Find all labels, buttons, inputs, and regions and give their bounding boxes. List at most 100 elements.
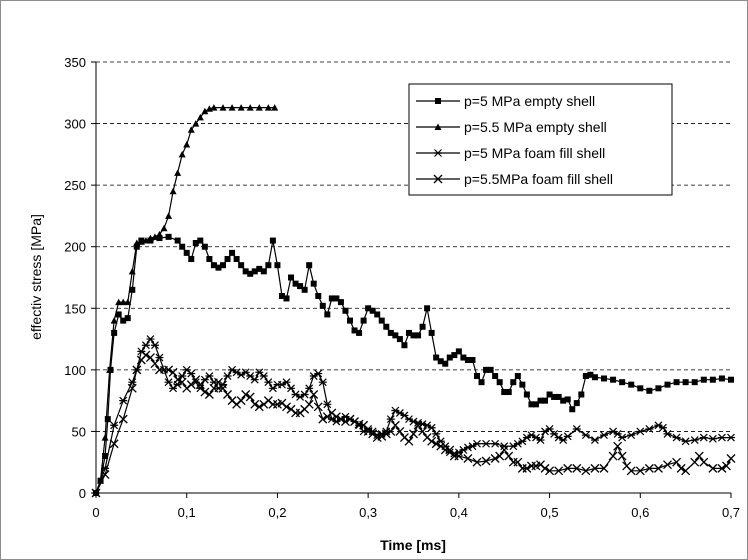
data-point <box>111 329 118 336</box>
series-layer <box>91 104 736 498</box>
data-point <box>463 454 473 463</box>
legend-label: p=5.5MPa foam fill shell <box>464 171 613 187</box>
data-point <box>478 379 485 386</box>
data-point <box>297 283 304 290</box>
data-point <box>264 378 273 387</box>
data-point <box>491 439 500 448</box>
data-point <box>554 466 564 476</box>
data-point <box>347 317 353 324</box>
data-point <box>305 384 314 393</box>
data-point <box>663 429 672 438</box>
data-point <box>482 439 491 448</box>
legend-entry: p=5.5 MPa empty shell <box>416 119 607 135</box>
series-2 <box>92 104 279 496</box>
data-point <box>728 376 734 383</box>
data-point <box>428 329 435 336</box>
data-point <box>504 451 514 461</box>
data-point <box>600 431 608 440</box>
data-point <box>102 453 109 460</box>
data-point <box>274 262 281 269</box>
data-point <box>328 295 335 302</box>
data-point <box>700 376 707 383</box>
data-point <box>522 463 532 473</box>
data-point <box>228 104 236 111</box>
data-point <box>282 402 291 412</box>
data-point <box>351 327 358 334</box>
data-point <box>658 423 667 432</box>
data-point <box>644 463 654 473</box>
x-tick-label: 0,6 <box>631 505 649 520</box>
y-tick-label: 50 <box>72 424 86 439</box>
data-point <box>532 401 539 408</box>
data-point <box>251 268 258 275</box>
y-tick-label: 0 <box>79 486 86 501</box>
data-point <box>523 391 530 398</box>
data-point <box>120 317 127 324</box>
data-point <box>177 377 187 387</box>
data-point <box>519 381 526 388</box>
data-point <box>115 311 122 318</box>
data-point <box>499 445 509 455</box>
data-point <box>581 466 591 476</box>
data-point <box>342 307 349 314</box>
data-point <box>197 237 204 244</box>
data-point <box>591 374 598 381</box>
data-point <box>369 307 376 314</box>
data-point <box>564 396 571 403</box>
data-point <box>410 332 417 339</box>
data-point <box>563 432 572 441</box>
data-point <box>676 463 686 473</box>
data-point <box>617 451 627 461</box>
data-point <box>396 336 403 343</box>
data-point <box>551 393 558 400</box>
data-point <box>563 463 573 473</box>
data-point <box>587 371 594 378</box>
data-point <box>437 358 444 365</box>
data-point <box>681 466 691 476</box>
data-point <box>610 376 617 383</box>
data-point <box>555 393 562 400</box>
data-point <box>572 425 581 433</box>
data-point <box>481 456 491 466</box>
legend-marker <box>434 123 442 130</box>
data-point <box>179 243 186 250</box>
x-tick-label: 0,1 <box>178 505 196 520</box>
data-point <box>474 373 480 380</box>
data-point <box>206 256 213 263</box>
legend-entry: p=5.5MPa foam fill shell <box>416 171 613 187</box>
data-point <box>390 420 400 430</box>
y-tick-label: 300 <box>64 117 86 132</box>
data-point <box>187 369 196 378</box>
data-point <box>156 235 163 242</box>
data-point <box>691 379 698 386</box>
data-point <box>201 243 208 250</box>
data-point <box>156 230 163 238</box>
data-point <box>464 357 471 364</box>
data-point <box>183 249 190 256</box>
grid-lines <box>96 61 731 432</box>
data-point <box>655 385 662 392</box>
legend-label: p=5.5 MPa empty shell <box>464 119 607 135</box>
data-point <box>381 429 391 439</box>
data-point <box>282 378 291 387</box>
data-point <box>145 353 155 363</box>
data-point <box>238 262 245 269</box>
data-point <box>223 390 232 399</box>
series-line <box>95 354 732 494</box>
data-point <box>100 470 110 479</box>
data-point <box>155 353 164 362</box>
data-point <box>165 212 173 219</box>
data-point <box>473 439 481 448</box>
data-point <box>204 390 214 399</box>
data-point <box>455 348 462 355</box>
legend-entry: p=5 MPa foam fill shell <box>416 145 605 161</box>
data-point <box>101 434 109 441</box>
data-point <box>360 317 367 324</box>
data-point <box>454 451 464 461</box>
data-point <box>201 107 209 115</box>
y-tick-label: 100 <box>64 363 86 378</box>
data-point <box>246 104 254 111</box>
data-point <box>259 372 268 380</box>
data-point <box>169 187 177 195</box>
y-tick-label: 200 <box>64 240 86 255</box>
